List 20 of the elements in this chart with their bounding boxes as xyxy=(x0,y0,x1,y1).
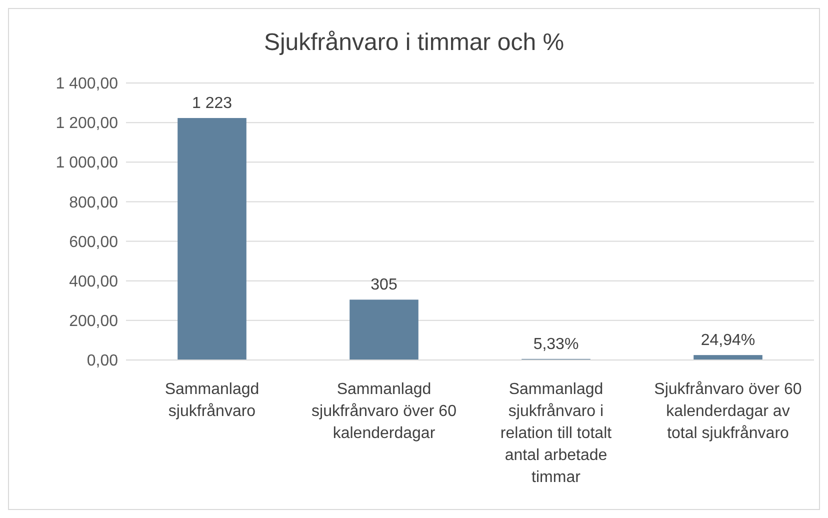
y-tick-label: 1 000,00 xyxy=(56,154,118,172)
data-label: 24,94% xyxy=(700,332,756,350)
y-tick-label: 800,00 xyxy=(69,194,118,212)
y-tick-label: 1 400,00 xyxy=(56,76,118,93)
y-tick-label: 0,00 xyxy=(86,352,118,370)
bar xyxy=(350,300,418,360)
data-label: 5,33% xyxy=(533,336,579,353)
x-tick-label: Sjukfrånvaro över 60 kalenderdagar av total sjukfrånvaro xyxy=(654,381,802,442)
chart-title: Sjukfrånvaro i timmar och % xyxy=(264,29,564,56)
y-tick-label: 400,00 xyxy=(69,273,118,290)
bar xyxy=(178,118,246,360)
bar xyxy=(694,355,762,360)
x-tick-label: Sammanlagd sjukfrånvaro xyxy=(164,381,260,420)
y-tick-label: 600,00 xyxy=(69,234,118,251)
data-label: 305 xyxy=(370,276,398,294)
x-tick-label: Sammanlagd sjukfrånvaro i relation till totalt antal arbetade timmar xyxy=(500,381,612,486)
data-label: 1 223 xyxy=(192,95,232,112)
y-tick-label: 200,00 xyxy=(69,313,118,330)
x-tick-label: Sammanlagd sjukfrånvaro över 60 kalenderdagar xyxy=(312,381,457,442)
y-tick-label: 1 200,00 xyxy=(56,115,118,132)
